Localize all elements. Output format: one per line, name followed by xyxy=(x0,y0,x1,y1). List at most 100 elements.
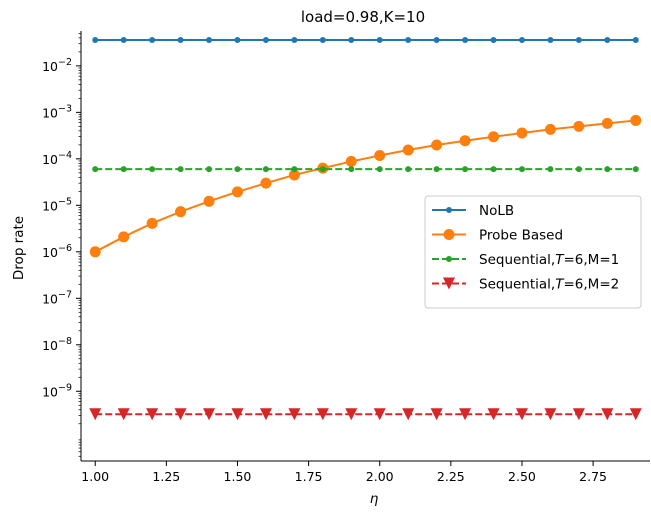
data-point xyxy=(376,37,383,44)
data-point xyxy=(175,206,187,218)
data-point xyxy=(177,166,184,173)
legend-box xyxy=(424,195,642,309)
x-tick-label: 1.75 xyxy=(295,469,323,484)
data-point xyxy=(118,231,130,243)
data-point xyxy=(573,120,585,132)
legend-label: Sequential,T=6,M=2 xyxy=(479,277,619,293)
y-tick-label: 10−4 xyxy=(42,150,72,167)
data-point xyxy=(291,37,298,44)
data-point xyxy=(547,166,554,173)
data-point xyxy=(262,166,269,173)
data-point xyxy=(374,149,386,161)
data-point xyxy=(319,37,326,44)
data-point xyxy=(430,408,443,421)
data-point xyxy=(177,37,184,44)
data-point xyxy=(459,135,471,147)
data-point xyxy=(518,166,525,173)
y-tick-label: 10−9 xyxy=(42,382,72,399)
data-point xyxy=(376,166,383,173)
data-point xyxy=(345,408,358,421)
data-point xyxy=(89,408,102,421)
data-point xyxy=(206,37,213,44)
legend-label: Probe Based xyxy=(479,228,563,244)
y-tick-label: 10−2 xyxy=(42,57,72,74)
y-tick-label: 10−5 xyxy=(42,196,72,213)
data-point xyxy=(490,37,497,44)
data-point xyxy=(575,37,582,44)
data-point xyxy=(462,37,469,44)
x-tick-label: 2.25 xyxy=(437,469,465,484)
x-axis-label: η xyxy=(370,491,379,507)
data-point xyxy=(515,408,528,421)
legend-marker xyxy=(446,256,452,262)
data-point xyxy=(601,117,613,129)
data-point xyxy=(462,166,469,173)
data-point xyxy=(516,127,528,139)
y-tick-label: 10−6 xyxy=(42,243,72,260)
data-point xyxy=(630,114,642,126)
data-point xyxy=(629,408,642,421)
data-point xyxy=(206,166,213,173)
x-tick-label: 1.50 xyxy=(224,469,252,484)
series-1 xyxy=(89,114,642,258)
legend-marker xyxy=(443,229,455,240)
data-point xyxy=(348,166,355,173)
data-point xyxy=(203,408,216,421)
data-point xyxy=(149,166,156,173)
y-tick-label: 10−7 xyxy=(42,289,72,306)
data-point xyxy=(149,37,156,44)
data-point xyxy=(632,37,639,44)
data-point xyxy=(405,37,412,44)
x-tick-label: 2.00 xyxy=(366,469,394,484)
data-point xyxy=(487,408,500,421)
data-point xyxy=(575,166,582,173)
data-point xyxy=(431,139,443,151)
legend-label: NoLB xyxy=(479,203,514,219)
data-point xyxy=(345,155,357,167)
x-tick-label: 2.75 xyxy=(579,469,607,484)
data-point xyxy=(288,408,301,421)
data-point xyxy=(544,408,557,421)
data-point xyxy=(234,166,241,173)
data-point xyxy=(405,166,412,173)
legend: NoLB Probe Based Sequential,T=6,M=1 Sequent… xyxy=(424,195,642,309)
data-point xyxy=(92,37,99,44)
data-point xyxy=(632,166,639,173)
data-point xyxy=(146,408,159,421)
data-point xyxy=(117,408,130,421)
legend-label: Sequential,T=6,M=1 xyxy=(479,252,619,268)
data-point xyxy=(601,408,614,421)
data-point xyxy=(544,123,556,135)
series-3 xyxy=(89,408,642,421)
data-point xyxy=(604,37,611,44)
data-point xyxy=(120,37,127,44)
data-point xyxy=(203,195,215,207)
legend-marker xyxy=(443,277,455,290)
data-point xyxy=(373,408,386,421)
chart-title: load=0.98,K=10 xyxy=(301,8,425,26)
x-tick-label: 1.25 xyxy=(152,469,180,484)
data-point xyxy=(319,166,326,173)
data-point xyxy=(288,169,300,181)
data-point xyxy=(490,166,497,173)
y-tick-label: 10−8 xyxy=(42,336,72,353)
data-point xyxy=(402,144,414,156)
data-point xyxy=(146,217,158,229)
data-point xyxy=(120,166,127,173)
legend-entry: NoLB xyxy=(432,203,514,219)
legend-marker xyxy=(446,207,452,213)
data-point xyxy=(488,131,500,143)
data-point xyxy=(604,166,611,173)
y-axis-label: Drop rate xyxy=(11,216,27,280)
data-point xyxy=(174,408,187,421)
axes: 1.00 1.25 1.50 1.75 2.00 2.25 2.50 2.75 10−9 10−8… xyxy=(42,31,650,484)
data-point xyxy=(433,37,440,44)
data-point xyxy=(92,166,99,173)
x-tick-label: 1.00 xyxy=(81,469,109,484)
y-tick-label: 10−3 xyxy=(42,103,72,120)
data-point xyxy=(231,186,243,198)
legend-entry: Sequential,T=6,M=1 xyxy=(432,252,619,268)
data-point xyxy=(259,408,272,421)
legend-entry: Sequential,T=6,M=2 xyxy=(432,277,619,293)
